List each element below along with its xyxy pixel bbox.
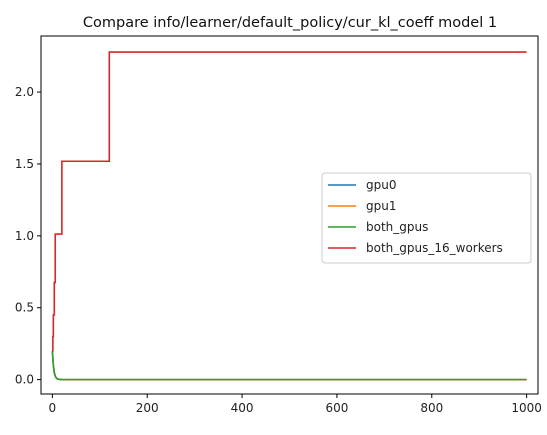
x-tick-label: 1000 bbox=[511, 401, 542, 415]
y-tick-label: 1.0 bbox=[15, 229, 34, 243]
plot-area bbox=[40, 35, 539, 395]
legend-label: both_gpus bbox=[366, 220, 428, 234]
y-tick-label: 2.0 bbox=[15, 85, 34, 99]
y-tick-label: 1.5 bbox=[15, 157, 34, 171]
series-line-both-gpus bbox=[51, 350, 527, 381]
y-axis: 0.0 0.5 1.0 1.5 2.0 bbox=[15, 85, 41, 387]
x-tick-label: 200 bbox=[136, 401, 159, 415]
y-tick-label: 0.0 bbox=[15, 373, 34, 387]
legend: gpu0 gpu1 both_gpus both_gpus_16_workers bbox=[321, 172, 532, 264]
series-lines bbox=[51, 51, 527, 381]
x-axis: 0 200 400 600 800 1000 bbox=[49, 394, 542, 415]
series-line-both-gpus-16-workers bbox=[52, 51, 527, 352]
legend-box bbox=[321, 172, 532, 264]
x-tick-label: 400 bbox=[231, 401, 254, 415]
y-tick-label: 0.5 bbox=[15, 301, 34, 315]
chart-title: Compare info/learner/default_policy/cur_… bbox=[83, 15, 497, 31]
x-tick-label: 0 bbox=[49, 401, 57, 415]
legend-label: gpu0 bbox=[366, 178, 396, 192]
legend-label: both_gpus_16_workers bbox=[366, 241, 503, 255]
x-tick-label: 800 bbox=[420, 401, 443, 415]
x-tick-label: 600 bbox=[325, 401, 348, 415]
legend-label: gpu1 bbox=[366, 199, 396, 213]
